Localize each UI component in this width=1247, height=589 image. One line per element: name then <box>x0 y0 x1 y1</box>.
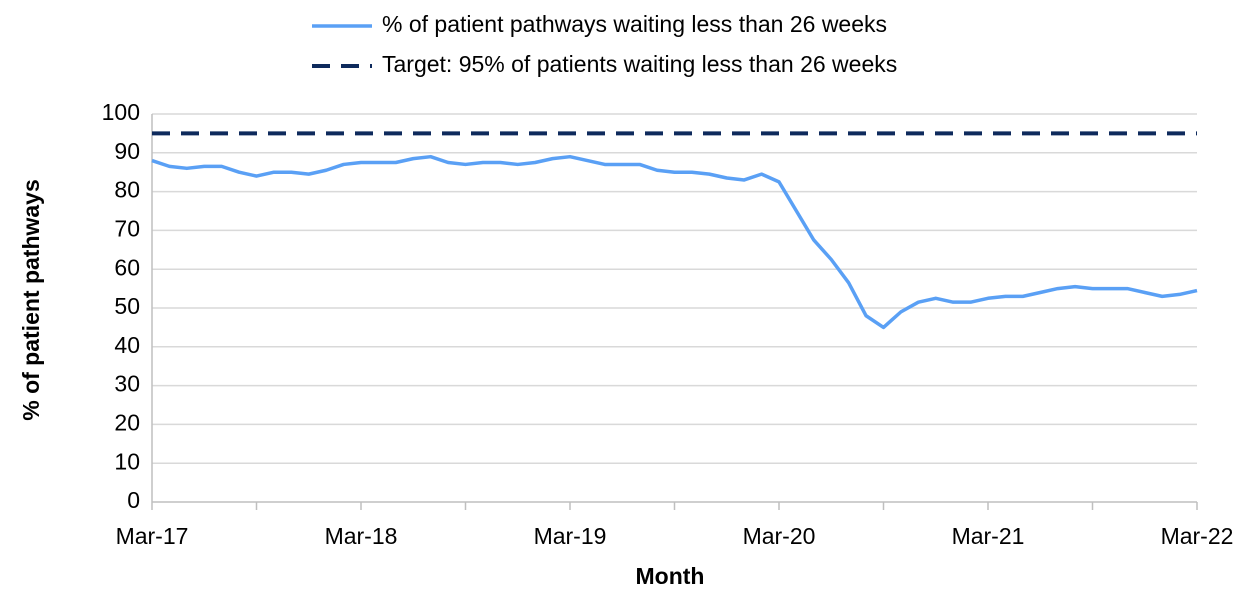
y-tick-label: 10 <box>114 448 140 474</box>
series-line <box>151 154 1198 330</box>
x-tick-label: Mar-22 <box>1161 523 1234 549</box>
x-tick-label: Mar-17 <box>116 523 189 549</box>
y-tick-label: 0 <box>127 487 140 513</box>
x-tick-label: Mar-18 <box>325 523 398 549</box>
y-tick-label: 20 <box>114 409 140 435</box>
y-tick-label: 100 <box>102 99 140 125</box>
x-tick-label: Mar-20 <box>743 523 816 549</box>
y-tick-label: 70 <box>114 215 140 241</box>
y-axis-label: % of patient pathways <box>18 179 44 421</box>
y-tick-label: 80 <box>114 177 140 203</box>
y-tick-label: 40 <box>114 332 140 358</box>
y-tick-label: 50 <box>114 293 140 319</box>
x-tick-label: Mar-21 <box>952 523 1025 549</box>
y-tick-label: 90 <box>114 138 140 164</box>
legend-label: % of patient pathways waiting less than … <box>382 11 887 37</box>
x-tick-label: Mar-19 <box>534 523 607 549</box>
legend-label: Target: 95% of patients waiting less tha… <box>382 51 897 77</box>
y-tick-label: 60 <box>114 254 140 280</box>
x-axis-label: Month <box>636 563 705 589</box>
y-tick-label: 30 <box>114 371 140 397</box>
